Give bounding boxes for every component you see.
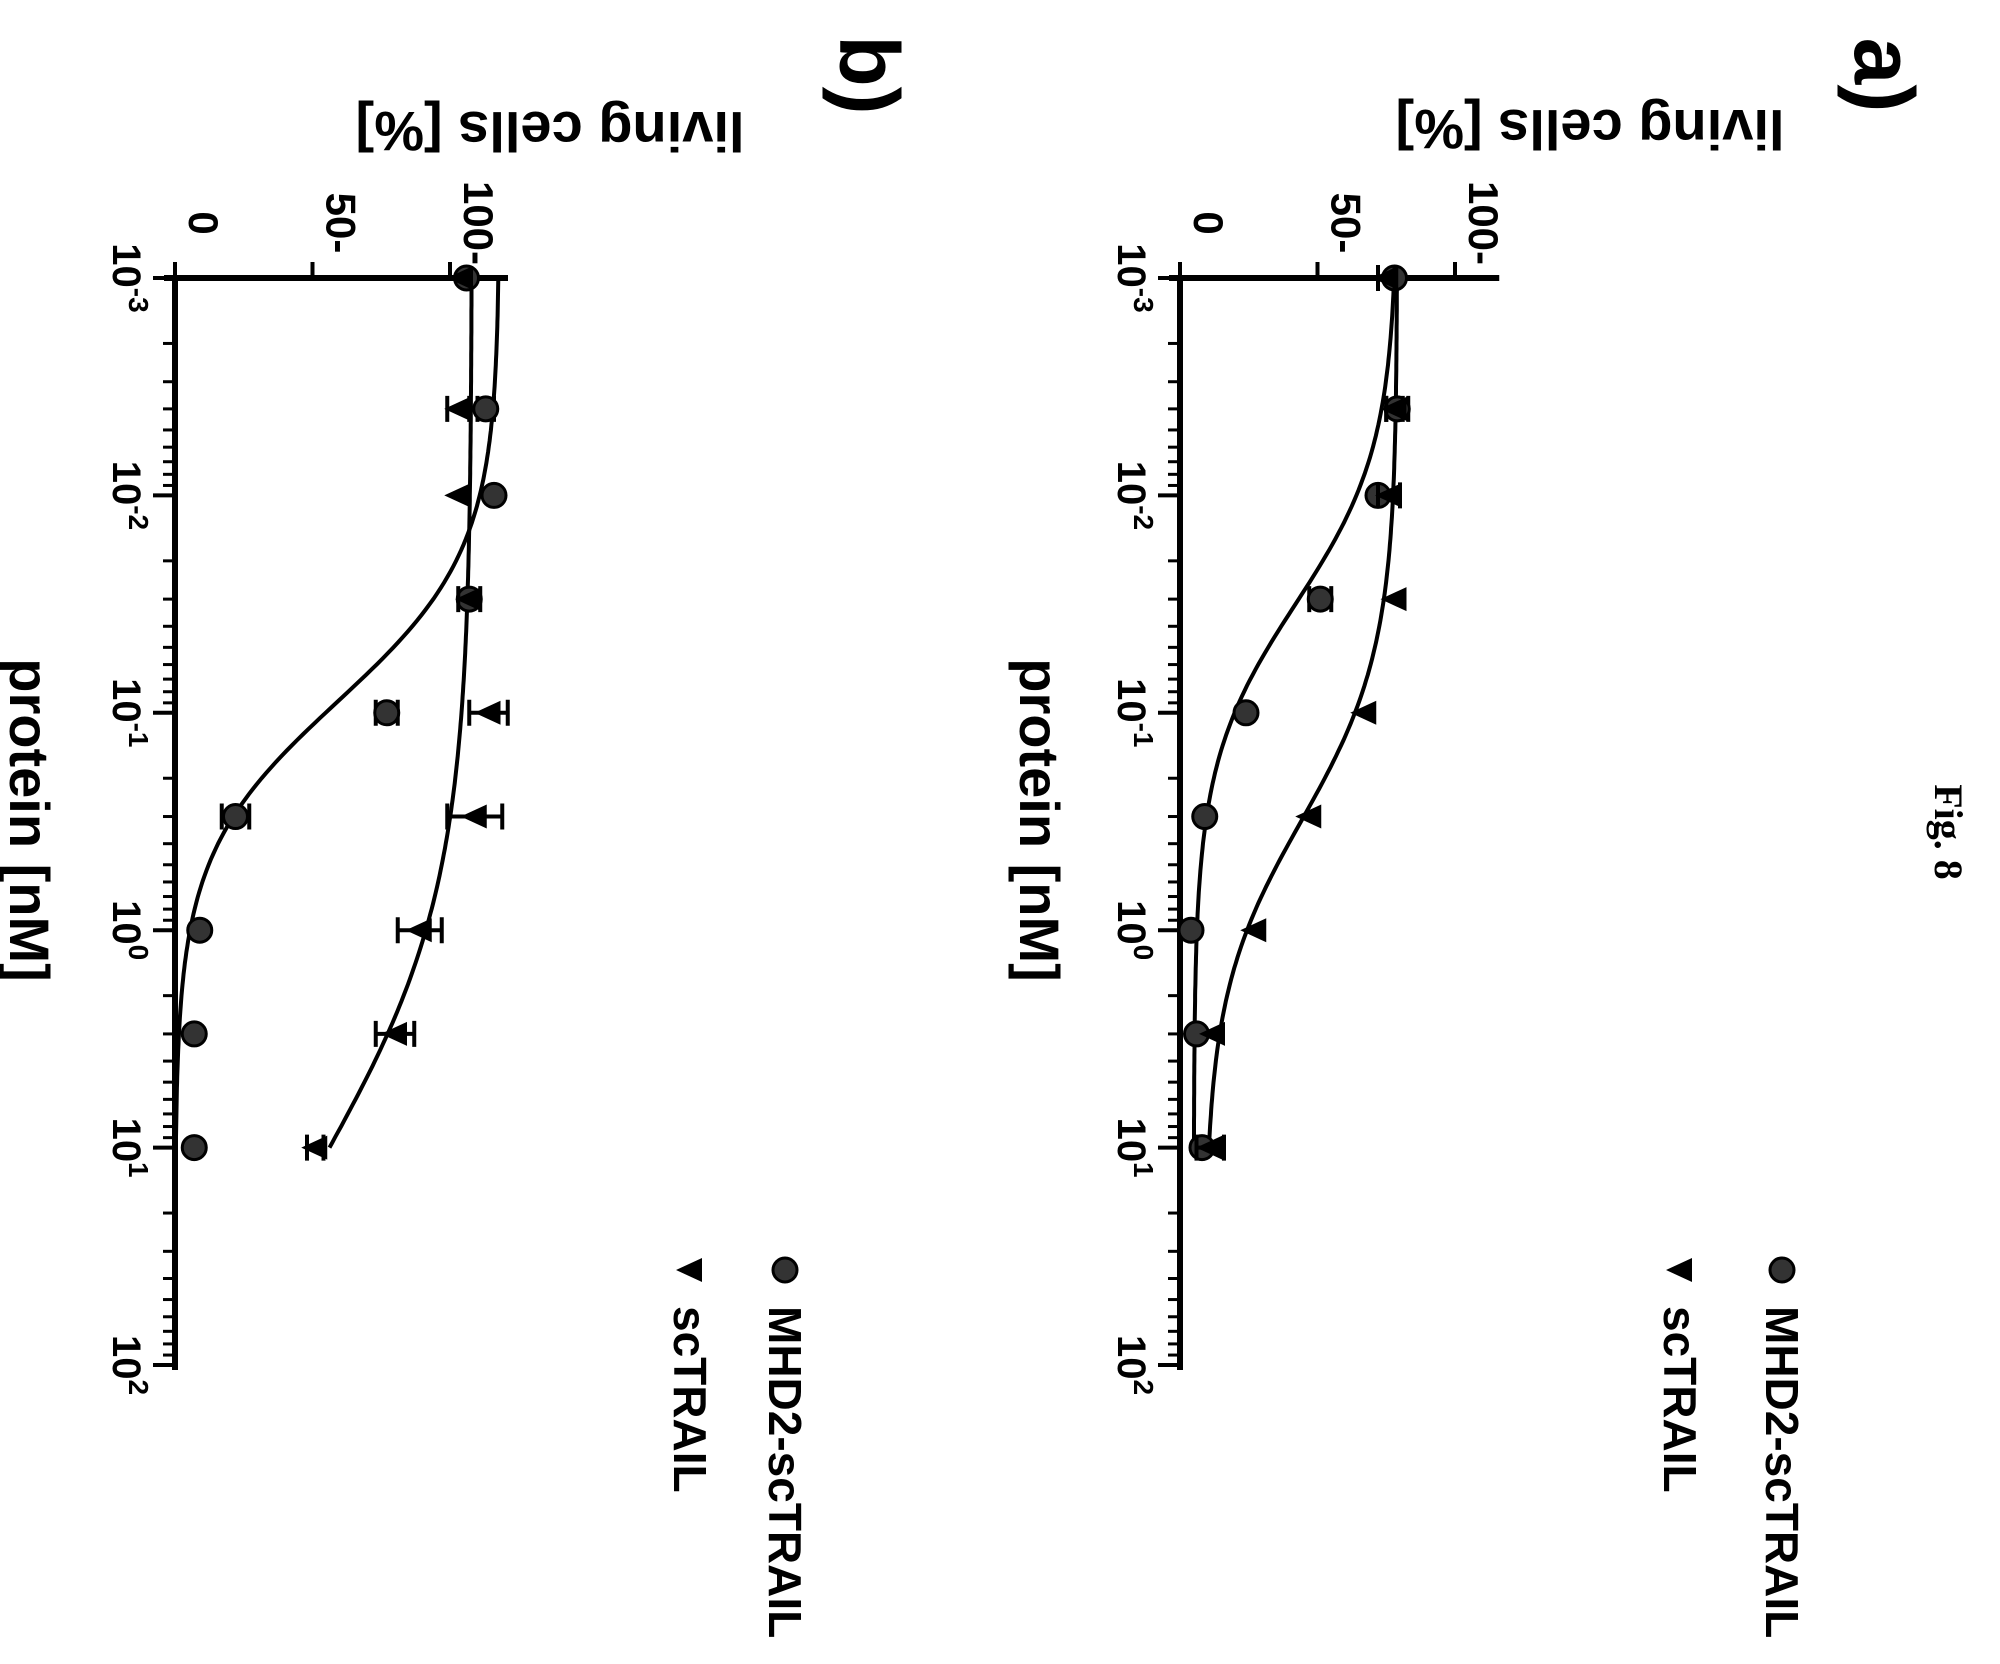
x-tick-label-exponent: 1: [1128, 1162, 1159, 1178]
x-tick-label-exponent: 2: [123, 1379, 154, 1395]
x-tick-label-exponent: 0: [123, 945, 154, 961]
legend-marker-triangle: [1666, 1258, 1692, 1282]
point-mhd2-sctrail: [1232, 699, 1260, 727]
point-mhd2-sctrail: [373, 699, 401, 727]
point-sctrail: [1196, 1135, 1223, 1160]
figure-label: Fig. 8: [1926, 784, 1971, 880]
x-tick-label-base: 10: [1109, 243, 1153, 288]
x-tick-label-exponent: -3: [123, 288, 154, 313]
x-tick-label: 101: [1109, 1118, 1159, 1178]
y-tick-label: 0: [1185, 211, 1232, 234]
point-sctrail: [1375, 483, 1401, 508]
panel-a: a) living cells [%] protein [nM] 0 50- 100…: [1008, 38, 1931, 1639]
point-sctrail: [1380, 396, 1407, 421]
legend-label: scTRAIL: [1654, 1306, 1706, 1493]
x-tick-label-exponent: -1: [123, 723, 154, 748]
x-tick-label: 10-1: [104, 678, 154, 747]
point-mhd2-sctrail: [480, 481, 508, 509]
x-tick-label: 10-2: [1109, 461, 1159, 530]
point-mhd2-sctrail: [1177, 916, 1205, 944]
point-sctrail: [455, 587, 482, 612]
x-tick-label-exponent: 0: [1128, 945, 1159, 961]
y-tick-label: 100-: [455, 181, 502, 265]
panel-b-x-axis-label: protein [nM]: [0, 658, 61, 981]
x-tick-label-exponent: -2: [1128, 505, 1159, 530]
x-tick-label-base: 10: [104, 243, 148, 288]
x-tick-label-exponent: -3: [1128, 288, 1159, 313]
point-sctrail: [444, 396, 471, 421]
point-mhd2-sctrail: [1306, 585, 1334, 613]
x-tick-label-exponent: 2: [1128, 1379, 1159, 1395]
legend-label: MHD2-scTRAIL: [759, 1306, 811, 1638]
x-tick-label: 10-3: [1109, 243, 1159, 312]
point-sctrail: [447, 266, 473, 290]
point-sctrail: [301, 1135, 328, 1160]
x-tick-label: 101: [104, 1118, 154, 1178]
fit-curve-mhd2-sctrail: [173, 277, 501, 1148]
x-tick-label-base: 10: [104, 461, 148, 506]
x-tick-label: 10-1: [1109, 678, 1159, 747]
legend-marker-triangle: [676, 1258, 702, 1282]
x-tick-label-base: 10: [104, 678, 148, 723]
x-tick-label-base: 10: [1109, 461, 1153, 506]
fit-curve-sctrail: [327, 277, 474, 1149]
point-sctrail: [1240, 918, 1267, 943]
x-tick-label-exponent: -2: [123, 505, 154, 530]
panel-a-x-axis-label: protein [nM]: [1008, 658, 1071, 981]
x-tick-label: 10-2: [104, 461, 154, 530]
x-tick-label-base: 10: [1109, 900, 1153, 945]
x-tick-label-base: 10: [1109, 1118, 1153, 1163]
point-sctrail: [1350, 700, 1377, 725]
point-mhd2-sctrail: [186, 916, 214, 944]
point-sctrail: [405, 918, 432, 943]
point-mhd2-sctrail: [1191, 803, 1219, 831]
point-sctrail: [381, 1021, 407, 1046]
point-mhd2-sctrail: [180, 1020, 208, 1048]
y-tick-label: 100-: [1460, 181, 1507, 265]
point-sctrail: [1295, 804, 1322, 829]
point-sctrail: [1380, 587, 1407, 612]
x-tick-label: 100: [1109, 900, 1159, 960]
x-tick-label-base: 10: [104, 1118, 148, 1163]
x-tick-label: 100: [104, 900, 154, 960]
point-sctrail: [444, 483, 471, 508]
x-tick-label-exponent: 1: [123, 1162, 154, 1178]
x-tick-label-base: 10: [104, 900, 148, 945]
point-mhd2-sctrail: [472, 395, 500, 423]
x-tick-label-base: 10: [104, 1335, 148, 1380]
panel-a-label: a): [1837, 38, 1931, 113]
x-tick-label-exponent: -1: [1128, 723, 1159, 748]
x-tick-label-base: 10: [1109, 678, 1153, 723]
point-mhd2-sctrail: [180, 1134, 208, 1162]
legend-label: MHD2-scTRAIL: [1756, 1306, 1808, 1638]
point-sctrail: [1372, 266, 1399, 290]
panel-a-y-axis-label: living cells [%]: [1396, 98, 1785, 161]
x-tick-label-base: 10: [1109, 1335, 1153, 1380]
y-tick-label: 50-: [1323, 193, 1370, 254]
point-mhd2-sctrail: [222, 803, 249, 831]
legend-marker-circle: [1768, 1256, 1796, 1284]
panel-b-label: b): [822, 35, 916, 114]
point-sctrail: [460, 804, 487, 829]
point-sctrail: [474, 700, 501, 725]
point-sctrail: [1199, 1021, 1225, 1046]
panel-b: b) living cells [%] protein [nM] 0 50- 100…: [0, 35, 916, 1638]
legend-label: scTRAIL: [664, 1306, 716, 1493]
legend-marker-circle: [771, 1256, 799, 1284]
x-tick-label: 10-3: [104, 243, 154, 312]
y-tick-label: 50-: [318, 193, 365, 254]
panel-b-y-axis-label: living cells [%]: [356, 100, 745, 163]
y-tick-label: 0: [180, 211, 227, 234]
x-tick-label: 102: [1109, 1335, 1159, 1395]
x-tick-label: 102: [104, 1335, 154, 1395]
